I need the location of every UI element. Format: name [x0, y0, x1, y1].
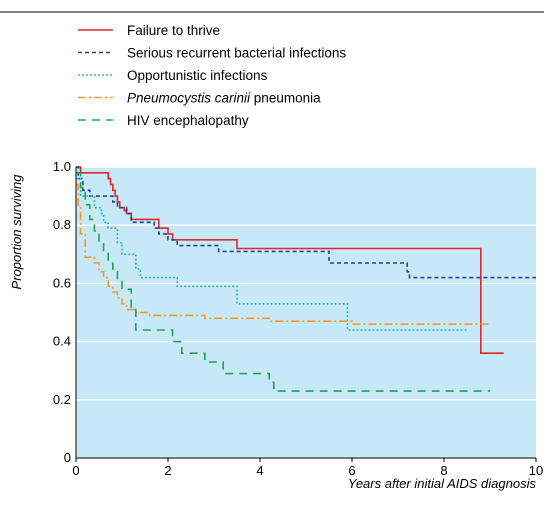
legend-label-4: HIV encephalopathy [127, 113, 249, 128]
x-tick-label: 0 [72, 463, 79, 478]
y-tick-label: 0.4 [53, 334, 71, 349]
y-tick-label: 1.0 [53, 159, 71, 174]
series-line-0 [76, 166, 504, 354]
legend-label-3: Pneumocystis carinii pneumonia [127, 91, 321, 106]
y-tick-label: 0.8 [53, 217, 71, 232]
x-axis-title: Years after initial AIDS diagnosis [348, 476, 537, 491]
x-tick-label: 8 [440, 463, 447, 478]
x-tick-label: 10 [529, 463, 543, 478]
legend-label-text: Failure to thrive [127, 23, 220, 38]
x-tick-label: 2 [164, 463, 171, 478]
plot-background [76, 167, 536, 458]
legend-label-text: Opportunistic infections [127, 68, 268, 83]
y-axis-title: Proportion surviving [9, 174, 24, 290]
x-tick-label: 4 [256, 463, 263, 478]
gridlines [76, 166, 536, 401]
legend-label-1: Serious recurrent bacterial infections [127, 46, 346, 61]
legend-label-0: Failure to thrive [127, 23, 220, 38]
y-tick-label: 0 [64, 450, 71, 465]
legend-label-text: HIV encephalopathy [127, 113, 249, 128]
series-line-1 [76, 166, 536, 279]
legend: Failure to thrive Serious recurrent bacte… [78, 23, 346, 128]
legend-label-text: pneumonia [250, 91, 321, 106]
x-tick-label: 6 [348, 463, 355, 478]
series-line-3 [76, 183, 490, 325]
series-lines [76, 166, 536, 392]
axes: 0 0.2 0.4 0.6 0.8 1.0 0 2 4 6 8 10 [53, 159, 543, 478]
legend-label-italic: Pneumocystis carinii [127, 91, 251, 106]
legend-label-2: Opportunistic infections [127, 68, 268, 83]
series-line-2 [76, 177, 467, 331]
y-tick-label: 0.6 [53, 275, 71, 290]
y-tick-label: 0.2 [53, 392, 71, 407]
series-line-4 [76, 172, 490, 392]
legend-label-text: Serious recurrent bacterial infections [127, 46, 346, 61]
